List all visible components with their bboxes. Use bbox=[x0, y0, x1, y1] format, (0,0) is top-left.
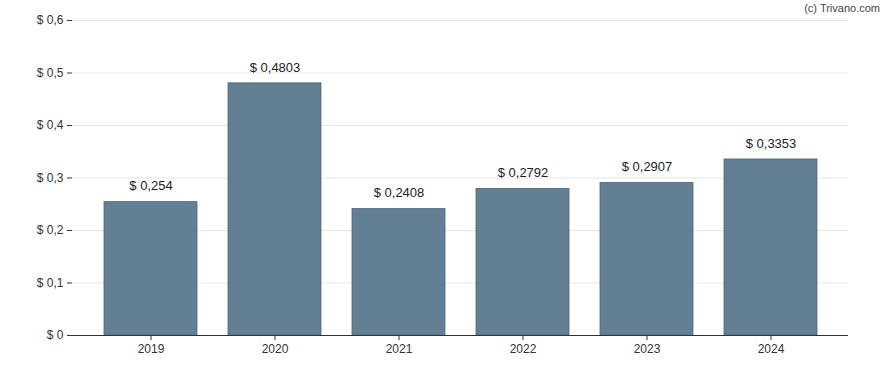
svg-text:2021: 2021 bbox=[386, 342, 413, 356]
svg-text:$ 0: $ 0 bbox=[47, 328, 64, 342]
svg-text:$ 0,2792: $ 0,2792 bbox=[498, 165, 549, 180]
svg-text:$ 0,5: $ 0,5 bbox=[37, 66, 64, 80]
svg-text:2024: 2024 bbox=[758, 342, 785, 356]
svg-text:2020: 2020 bbox=[262, 342, 289, 356]
svg-text:$ 0,254: $ 0,254 bbox=[129, 178, 172, 193]
svg-text:2022: 2022 bbox=[510, 342, 537, 356]
svg-text:$ 0,3353: $ 0,3353 bbox=[746, 136, 797, 151]
svg-text:$ 0,3: $ 0,3 bbox=[37, 171, 64, 185]
svg-text:$ 0,6: $ 0,6 bbox=[37, 13, 64, 27]
svg-text:$ 0,4: $ 0,4 bbox=[37, 118, 64, 132]
svg-text:2019: 2019 bbox=[138, 342, 165, 356]
svg-text:$ 0,1: $ 0,1 bbox=[37, 276, 64, 290]
html-text:(c) Trivano.com: (c) Trivano.com bbox=[804, 2, 880, 14]
svg-text:2023: 2023 bbox=[634, 342, 661, 356]
svg-text:$ 0,2408: $ 0,2408 bbox=[374, 185, 425, 200]
svg-text:$ 0,4803: $ 0,4803 bbox=[250, 60, 301, 75]
svg-text:$ 0,2907: $ 0,2907 bbox=[622, 159, 673, 174]
svg-text:$ 0,2: $ 0,2 bbox=[37, 223, 64, 237]
